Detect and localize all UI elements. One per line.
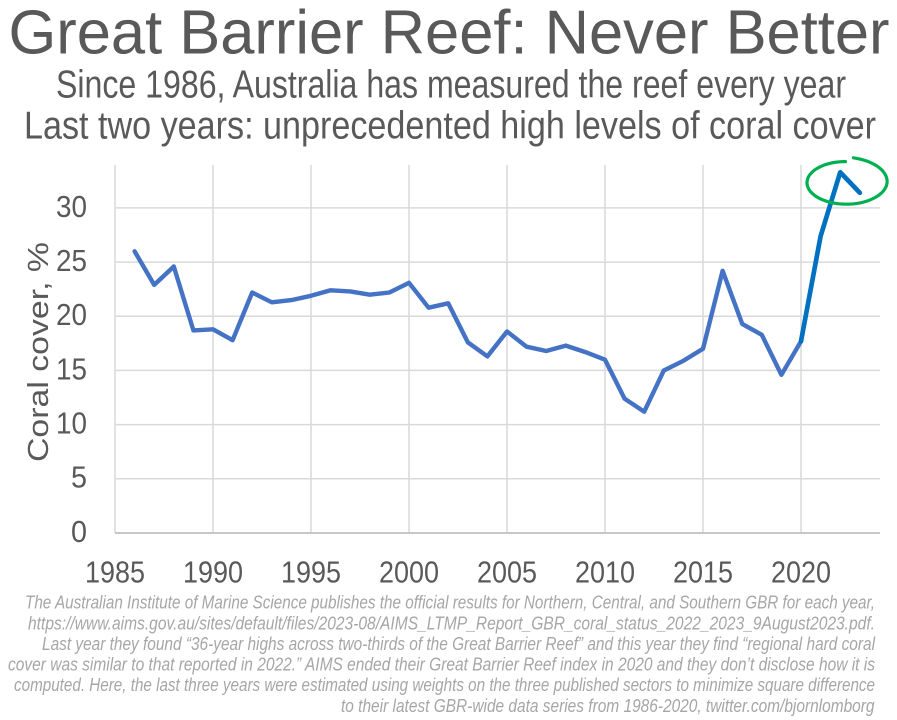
svg-text:2015: 2015 xyxy=(673,555,733,590)
svg-text:20: 20 xyxy=(56,297,87,332)
svg-text:0: 0 xyxy=(71,514,87,549)
svg-text:https://www.aims.gov.au/sites/: https://www.aims.gov.au/sites/default/fi… xyxy=(28,613,875,633)
svg-text:cover was similar to that repo: cover was similar to that reported in 20… xyxy=(8,655,875,675)
svg-text:5: 5 xyxy=(71,460,87,495)
svg-text:25: 25 xyxy=(56,243,87,278)
svg-text:Last year they found “36-year: Last year they found “36-year highs acro… xyxy=(42,634,876,654)
svg-text:2005: 2005 xyxy=(477,555,537,590)
svg-text:2020: 2020 xyxy=(771,555,831,590)
svg-text:30: 30 xyxy=(56,189,87,224)
svg-text:1995: 1995 xyxy=(281,555,341,590)
svg-text:Coral cover, %: Coral cover, % xyxy=(23,242,55,462)
svg-text:Last two years: unprecedented: Last two years: unprecedented high level… xyxy=(24,105,876,148)
svg-text:2010: 2010 xyxy=(575,555,635,590)
svg-text:Since 1986, Australia has meas: Since 1986, Australia has measured the r… xyxy=(56,64,846,107)
svg-text:to their latest GBR-wide data: to their latest GBR-wide data series fro… xyxy=(341,696,875,716)
svg-text:2000: 2000 xyxy=(379,555,439,590)
svg-text:The Australian Institute of Ma: The Australian Institute of Marine Scien… xyxy=(25,593,875,613)
svg-text:1990: 1990 xyxy=(183,555,243,590)
svg-text:10: 10 xyxy=(56,406,87,441)
svg-text:computed. Here, the last three: computed. Here, the last three years wer… xyxy=(14,675,875,695)
svg-text:Great Barrier Reef: Never Bett: Great Barrier Reef: Never Better xyxy=(9,0,890,68)
svg-text:15: 15 xyxy=(56,351,87,386)
svg-text:1985: 1985 xyxy=(85,555,145,590)
